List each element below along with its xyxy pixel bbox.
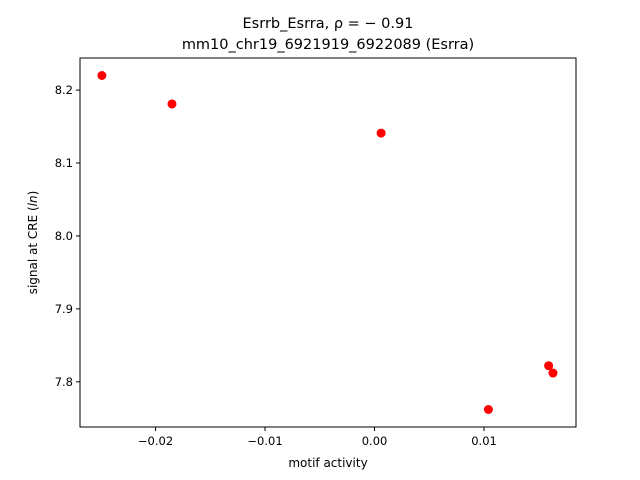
x-axis: −0.02 −0.01 0.00 0.01 [138,427,497,448]
x-tick-label: 0.01 [471,434,497,448]
y-tick-label: 7.9 [55,302,73,316]
scatter-point [548,368,558,378]
scatter-point [483,404,493,414]
x-tick-label: −0.02 [138,434,173,448]
x-axis-label: motif activity [288,456,367,470]
y-axis: 7.8 7.9 8.0 8.1 8.2 [55,83,80,389]
plot-area [79,57,577,428]
scatter-point [544,361,554,371]
chart-title: Esrrb_Esrra, ρ = − 0.91 [243,16,414,32]
y-tick-label: 8.2 [55,83,73,97]
y-tick-label: 8.1 [55,156,73,170]
y-axis-label: signal at CRE (ln) [26,191,40,295]
scatter-point [376,128,386,138]
x-tick-label: 0.00 [362,434,388,448]
scatter-point [97,71,107,81]
x-tick-label: −0.01 [247,434,282,448]
scatter-point [167,99,177,109]
chart-subtitle: mm10_chr19_6921919_6922089 (Esrra) [182,37,474,53]
y-tick-label: 7.8 [55,375,73,389]
y-tick-label: 8.0 [55,229,73,243]
data-points [97,71,558,414]
